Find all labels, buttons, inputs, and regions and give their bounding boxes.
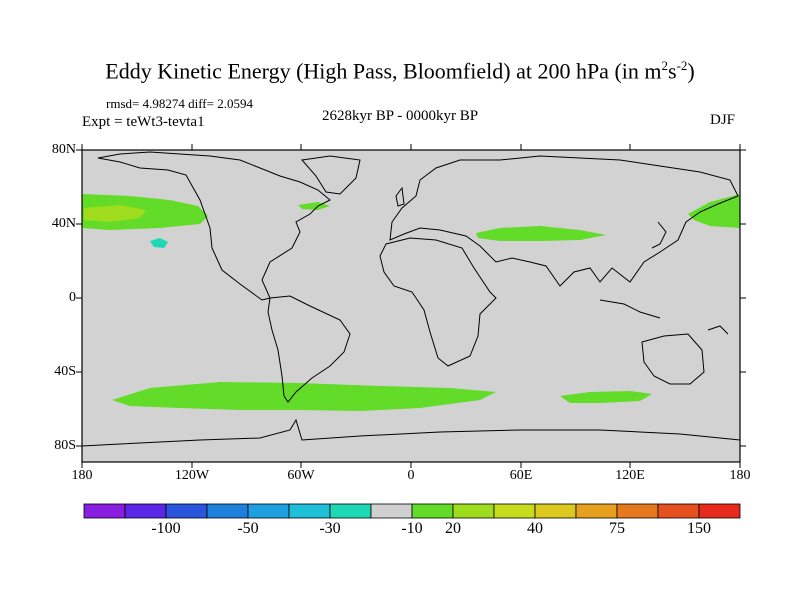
colorbar-box [370,503,413,519]
season-label: DJF [710,112,736,128]
colorbar-box [83,503,126,519]
colorbar-label: -10 [401,520,423,537]
lon-label: 60E [509,468,533,483]
lat-label: 0 [69,290,76,305]
colorbar-box [247,503,290,519]
patch-north-pacific-core [84,205,146,222]
colorbar-label: 75 [609,520,625,537]
colorbar-label: 150 [687,520,711,537]
colorbar-box [452,503,495,519]
colorbar-box [616,503,659,519]
lon-label: 180 [71,468,93,483]
lat-label: 80S [54,438,76,453]
patch-nw-pacific [688,194,740,228]
lon-label: 60W [287,468,315,483]
colorbar-label: -100 [151,520,181,537]
axis-ticks [76,144,746,468]
lon-label: 0 [407,468,415,483]
patch-southern-ocean-east [560,391,652,403]
experiment-label: Expt = teWt3-tevta1 [82,114,205,130]
lat-label: 40S [54,364,76,379]
map-background [82,150,740,462]
colorbar-label: 40 [527,520,543,537]
plot-title: Eddy Kinetic Energy (High Pass, Bloomfie… [105,58,695,84]
anomaly-patches [82,194,740,411]
patch-southern-ocean-west [112,382,496,411]
patch-asian-jet [476,226,606,241]
lon-label: 120E [615,468,645,483]
colorbar-box [206,503,249,519]
colorbar-label: 20 [445,520,461,537]
period-label: 2628kyr BP - 0000kyr BP [322,108,479,124]
lat-label: 40N [51,216,76,231]
colorbar-box [165,503,208,519]
colorbar-label: -30 [319,520,341,537]
colorbar-box [698,503,741,519]
patch-hawaii-cyan [150,238,168,248]
lon-label: 180 [729,468,751,483]
colorbar-label: -50 [237,520,259,537]
colorbar [83,503,741,519]
stats-text: rmsd= 4.98274 diff= 2.0594 [106,96,253,111]
colorbar-box [493,503,536,519]
lon-label: 120W [174,468,210,483]
colorbar-box [575,503,618,519]
colorbar-box [411,503,454,519]
colorbar-box [124,503,167,519]
colorbar-box [329,503,372,519]
colorbar-box [534,503,577,519]
colorbar-box [288,503,331,519]
lat-label: 80N [51,142,76,157]
colorbar-box [657,503,700,519]
coastlines [81,151,741,447]
